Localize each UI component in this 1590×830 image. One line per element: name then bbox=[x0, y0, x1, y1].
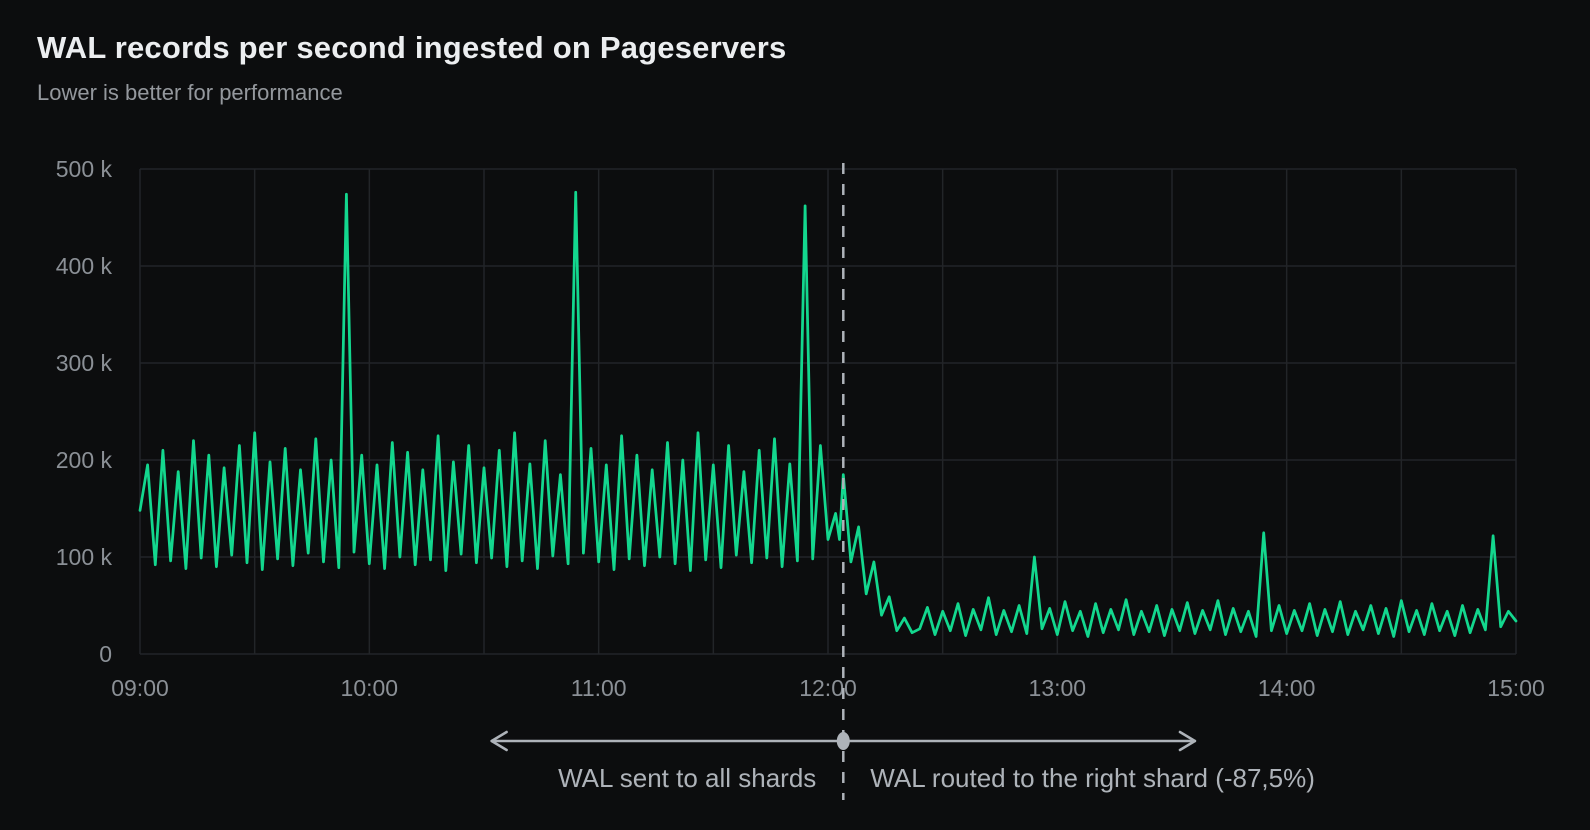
x-tick-label: 15:00 bbox=[1487, 675, 1545, 701]
annotation-label-left: WAL sent to all shards bbox=[558, 763, 816, 793]
annotation-divider-dot bbox=[836, 732, 850, 750]
x-tick-label: 10:00 bbox=[341, 675, 399, 701]
annotation-label-right: WAL routed to the right shard (-87,5%) bbox=[870, 763, 1315, 793]
y-tick-label: 300 k bbox=[56, 350, 113, 376]
x-tick-label: 14:00 bbox=[1258, 675, 1316, 701]
y-tick-label: 500 k bbox=[56, 156, 113, 182]
y-tick-label: 200 k bbox=[56, 447, 113, 473]
y-tick-label: 0 bbox=[99, 641, 112, 667]
x-tick-label: 09:00 bbox=[111, 675, 169, 701]
x-tick-label: 13:00 bbox=[1029, 675, 1087, 701]
series-line-wal-records bbox=[138, 190, 1518, 638]
chart-subtitle: Lower is better for performance bbox=[37, 80, 343, 105]
y-tick-label: 400 k bbox=[56, 253, 113, 279]
chart-header: WAL records per second ingested on Pages… bbox=[37, 30, 786, 106]
arrow-head-right-icon bbox=[1178, 730, 1197, 752]
x-tick-label: 12:00 bbox=[799, 675, 857, 701]
arrow-head-left-icon bbox=[490, 730, 508, 752]
x-tick-label: 11:00 bbox=[571, 675, 627, 701]
chart-title: WAL records per second ingested on Pages… bbox=[37, 30, 787, 65]
y-tick-label: 100 k bbox=[56, 544, 113, 570]
